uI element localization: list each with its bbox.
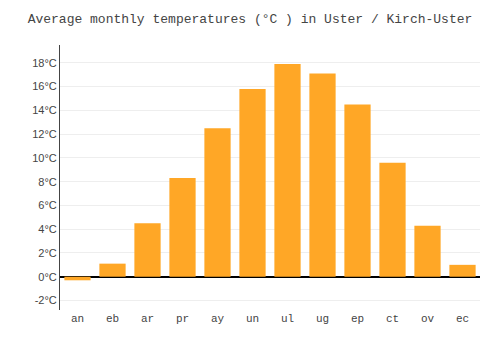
svg-text:2°C: 2°C bbox=[38, 247, 57, 259]
svg-text:ov: ov bbox=[421, 313, 435, 325]
svg-text:an: an bbox=[71, 313, 84, 325]
svg-text:4°C: 4°C bbox=[38, 223, 57, 235]
svg-text:0°C: 0°C bbox=[38, 271, 57, 283]
svg-text:18°C: 18°C bbox=[32, 57, 57, 69]
svg-text:-2°C: -2°C bbox=[35, 294, 57, 306]
svg-text:un: un bbox=[246, 313, 259, 325]
svg-text:ct: ct bbox=[386, 313, 399, 325]
svg-text:ug: ug bbox=[316, 313, 329, 325]
svg-text:Average monthly temperatures (: Average monthly temperatures (°C ) in Us… bbox=[28, 12, 473, 27]
svg-text:6°C: 6°C bbox=[38, 199, 57, 211]
svg-text:eb: eb bbox=[106, 313, 119, 325]
svg-text:ul: ul bbox=[281, 313, 294, 325]
svg-text:ar: ar bbox=[141, 313, 154, 325]
svg-text:pr: pr bbox=[176, 313, 189, 325]
svg-text:10°C: 10°C bbox=[32, 152, 57, 164]
svg-text:ec: ec bbox=[456, 313, 469, 325]
svg-text:ay: ay bbox=[211, 313, 225, 325]
svg-text:16°C: 16°C bbox=[32, 80, 57, 92]
svg-text:8°C: 8°C bbox=[38, 176, 57, 188]
svg-text:12°C: 12°C bbox=[32, 128, 57, 140]
svg-text:14°C: 14°C bbox=[32, 104, 57, 116]
svg-text:ep: ep bbox=[351, 313, 364, 325]
